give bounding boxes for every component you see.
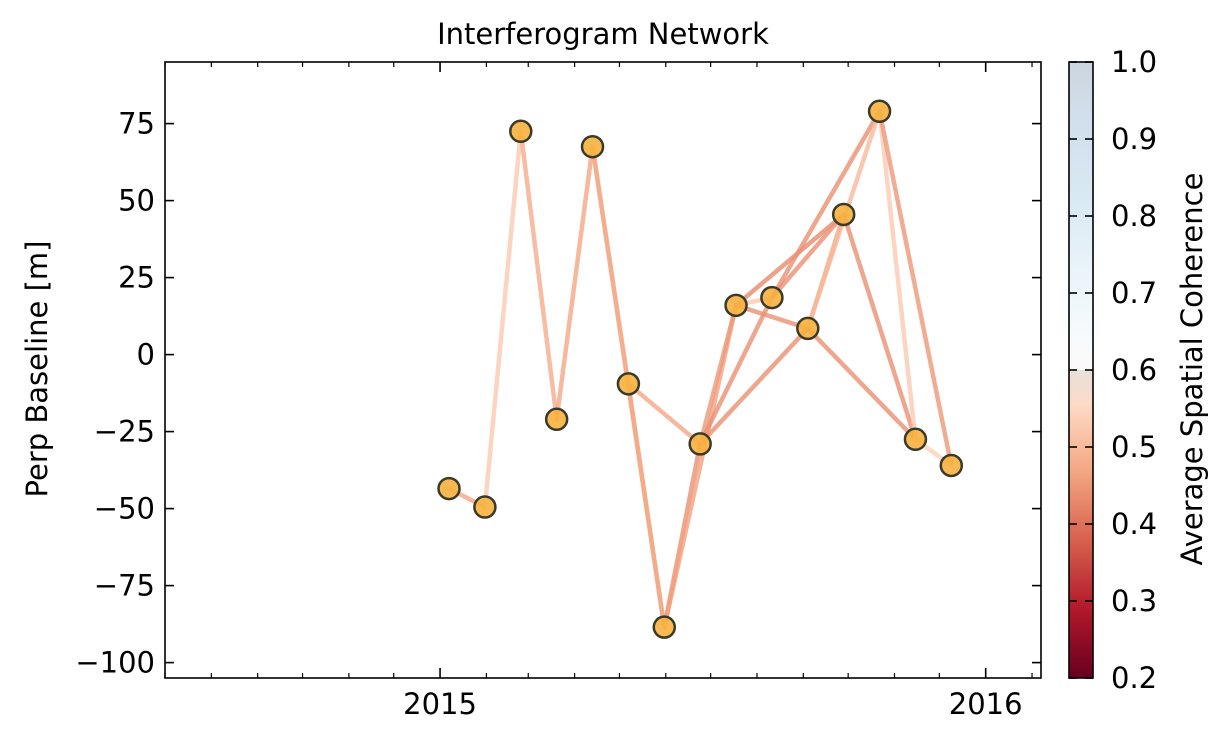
x-tick-label: 2016 [949,687,1023,721]
y-axis: −100 −75 −50 −25 0 25 50 75 [75,107,1041,680]
colorbar-tick-label: 0.9 [1111,122,1157,156]
interferogram-edge [697,326,811,447]
interferogram-edge [697,295,775,447]
interferogram-edge [769,212,846,300]
y-tick-label: −50 [94,492,155,526]
acquisition-point [544,407,569,432]
chart-title: Interferogram Network [437,17,769,51]
interferogram-edge [697,303,739,447]
acquisition-point [903,427,928,452]
y-tick-label: 50 [118,184,155,218]
acquisition-point [796,316,820,341]
interferogram-edge [877,109,954,468]
interferogram-edge [769,109,882,300]
acquisition-points [437,99,964,639]
acquisition-point [939,453,964,478]
interferogram-edge [805,326,918,442]
colorbar-tick-label: 0.4 [1111,507,1157,541]
y-tick-label: 25 [118,261,155,295]
interferogram-edge [626,381,703,447]
x-axis: 2015 2016 [164,62,1033,721]
acquisition-point [580,134,605,159]
y-tick-label: −100 [75,646,155,680]
colorbar: 0.2 0.3 0.4 0.5 0.6 0.7 0.8 0.9 1.0 Average Spat… [1068,45,1209,695]
interferogram-edge [733,303,811,331]
colorbar-tick-label: 0.8 [1111,199,1157,233]
colorbar-tick-label: 0.3 [1111,584,1157,618]
interferogram-edge [877,109,918,442]
acquisition-point [616,372,641,396]
y-tick-label: −25 [94,415,155,449]
colorbar-label: Average Spatial Coherence [1175,173,1209,566]
interferogram-edges [446,109,954,630]
y-axis-label: Perp Baseline [m] [20,241,54,498]
acquisition-point [831,202,856,227]
acquisition-point [760,285,784,310]
x-tick-label: 2015 [403,687,477,721]
acquisition-point [688,432,712,456]
acquisition-point [473,495,497,519]
colorbar-tick-label: 0.7 [1111,276,1157,310]
acquisition-point [724,293,748,318]
y-tick-label: 75 [118,107,155,141]
y-tick-label: −75 [94,569,155,603]
acquisition-point [509,119,533,144]
colorbar-tick-label: 0.6 [1111,353,1157,387]
acquisition-point [652,615,677,639]
interferogram-edge [482,129,524,510]
colorbar-tick-label: 0.2 [1111,661,1157,695]
colorbar-tick-label: 0.5 [1111,430,1157,464]
interferogram-edge [518,129,559,422]
acquisition-point [867,99,892,124]
interferogram-edge [733,212,846,308]
colorbar-ticks: 0.2 0.3 0.4 0.5 0.6 0.7 0.8 0.9 1.0 [1069,45,1157,695]
y-tick-label: 0 [137,338,155,372]
colorbar-tick-label: 1.0 [1111,45,1157,79]
interferogram-edge [841,212,918,442]
plot-frame [164,61,1042,679]
acquisition-point [437,476,461,501]
interferogram-edge [554,144,595,422]
interferogram-edge [626,381,667,630]
